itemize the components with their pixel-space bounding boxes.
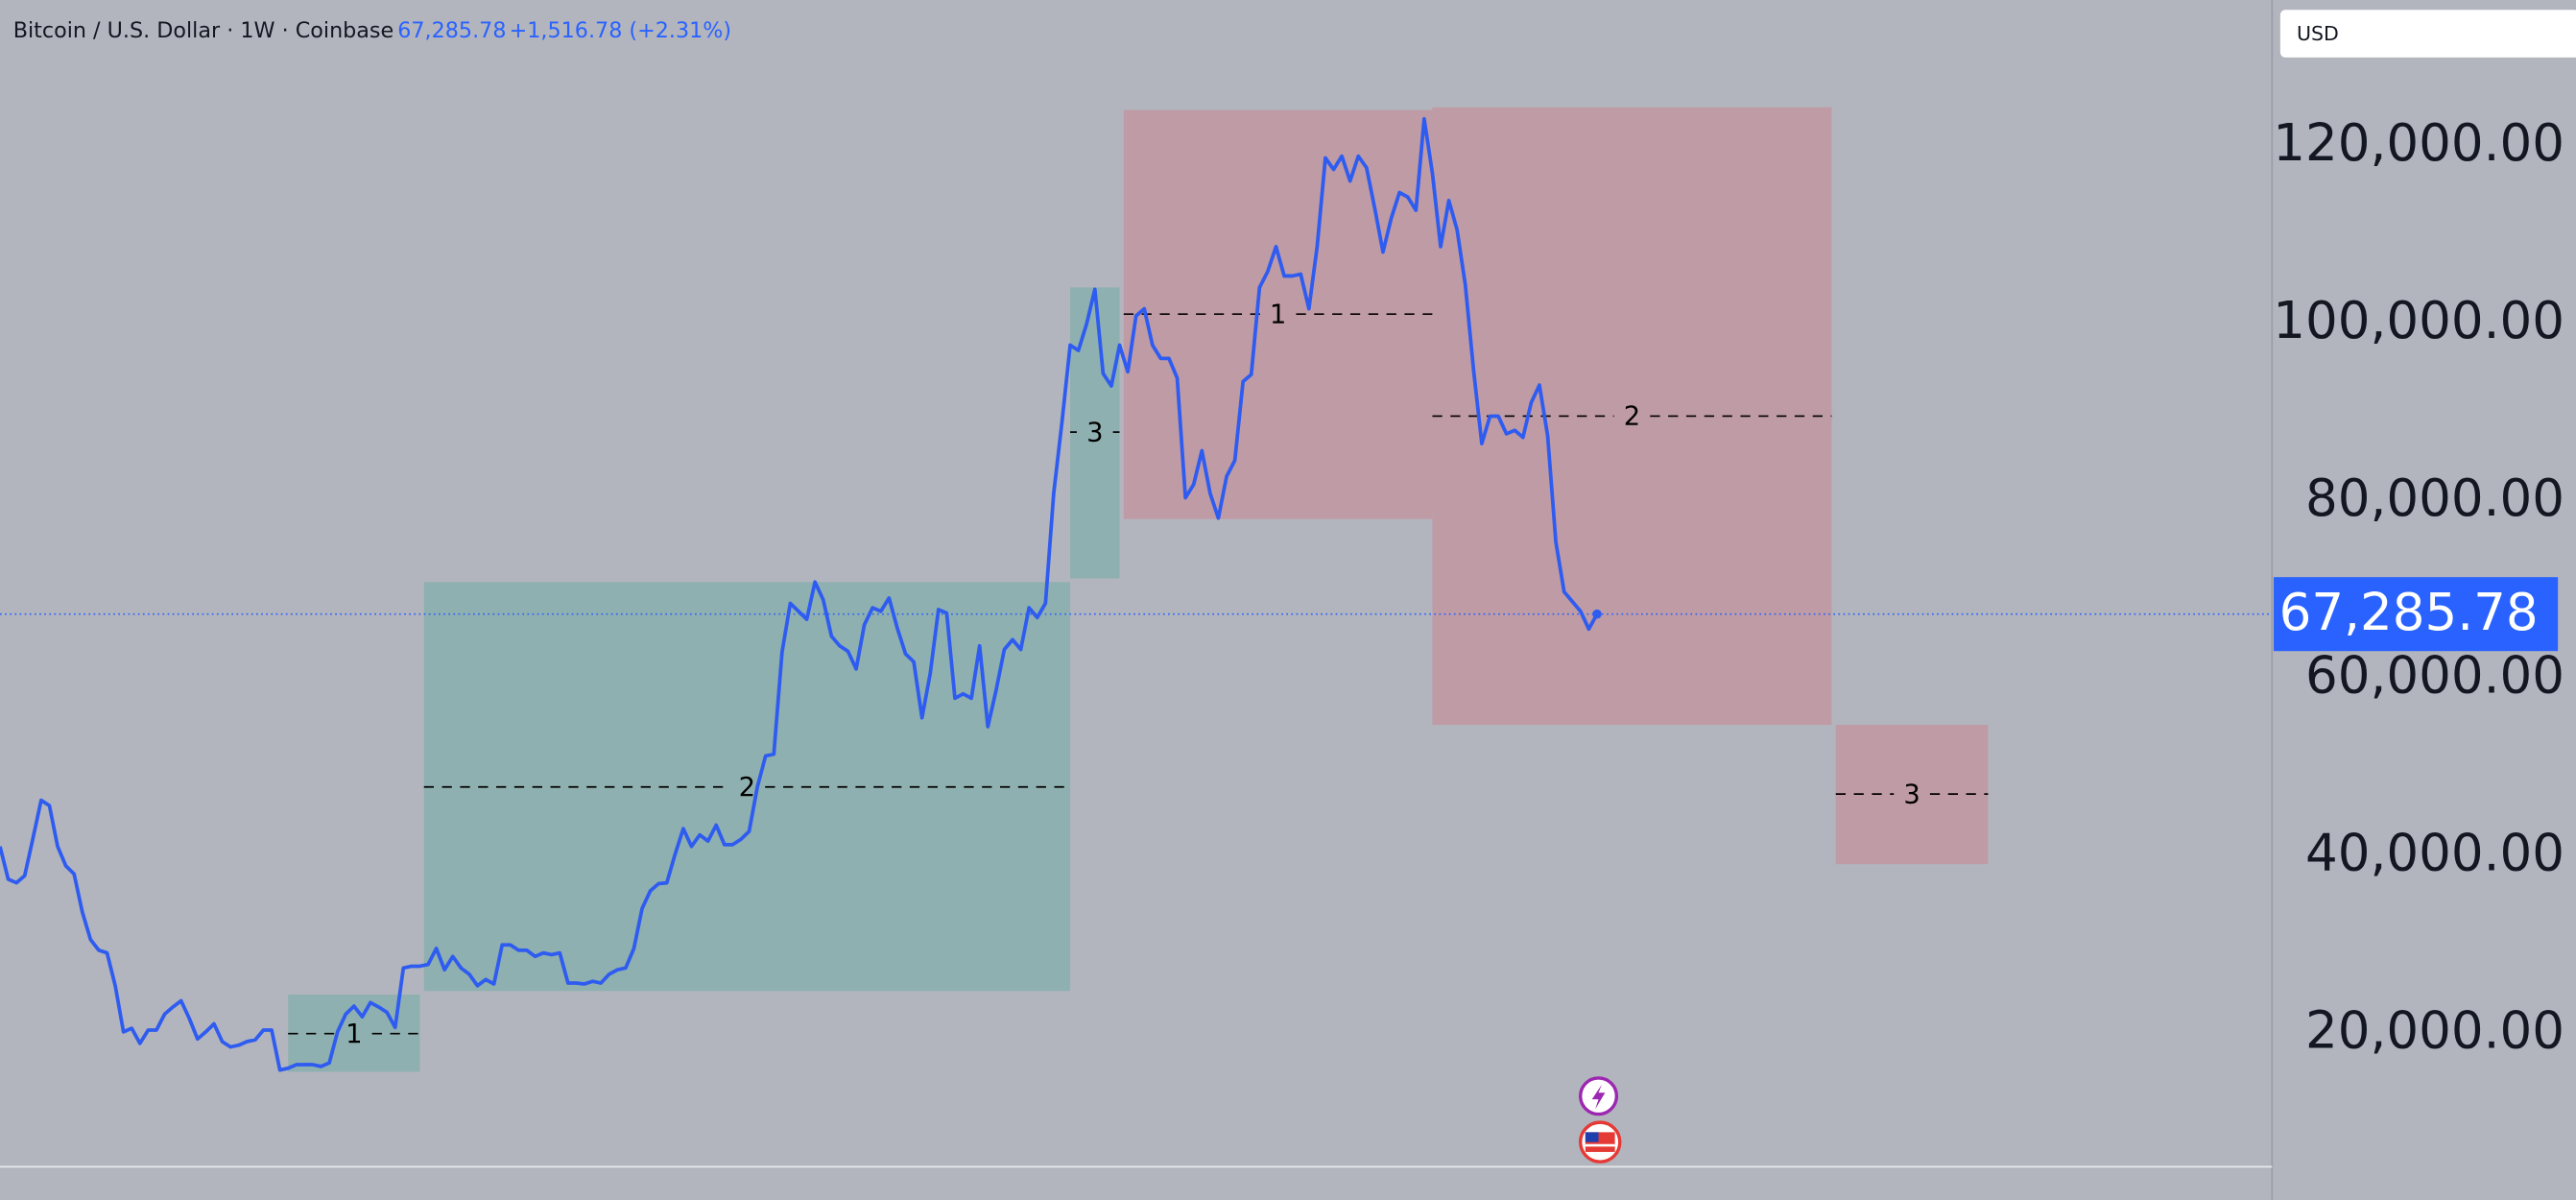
currency-button[interactable] bbox=[2279, 10, 2576, 58]
header-change: +1,516.78 (+2.31%) bbox=[510, 18, 732, 43]
lightning-icon bbox=[1591, 1084, 1606, 1110]
zone bbox=[1070, 287, 1120, 579]
zone-label: 3 bbox=[1086, 418, 1103, 447]
zone-label: 2 bbox=[1624, 402, 1640, 432]
y-tick-label: 120,000.00 bbox=[2273, 113, 2564, 173]
zone bbox=[423, 582, 1071, 992]
y-tick-label: 20,000.00 bbox=[2305, 1000, 2564, 1060]
price-line bbox=[0, 116, 1599, 1072]
zone-label: 1 bbox=[346, 1020, 362, 1049]
zone-label: 2 bbox=[739, 773, 755, 803]
y-tick-label: 60,000.00 bbox=[2305, 646, 2564, 706]
flag-canton bbox=[1585, 1132, 1599, 1142]
event-icons bbox=[1578, 1076, 1622, 1164]
zone-label: 3 bbox=[1903, 780, 1920, 809]
zones: 1 2 3 1 2 3 bbox=[288, 107, 1989, 1072]
zone-label: 1 bbox=[1270, 300, 1286, 329]
zone bbox=[1123, 109, 1433, 519]
y-tick-label: 40,000.00 bbox=[2305, 824, 2564, 883]
symbol-title: Bitcoin / U.S. Dollar · 1W · Coinbase bbox=[13, 18, 394, 43]
header-price: 67,285.78 bbox=[397, 18, 506, 43]
last-price-tag bbox=[2274, 577, 2559, 652]
y-tick-label: 80,000.00 bbox=[2305, 468, 2564, 528]
plot bbox=[0, 116, 2273, 1072]
y-tick-label: 100,000.00 bbox=[2273, 291, 2564, 350]
last-price-label: 67,285.78 bbox=[2279, 583, 2539, 642]
currency-label[interactable]: USD bbox=[2297, 22, 2339, 45]
